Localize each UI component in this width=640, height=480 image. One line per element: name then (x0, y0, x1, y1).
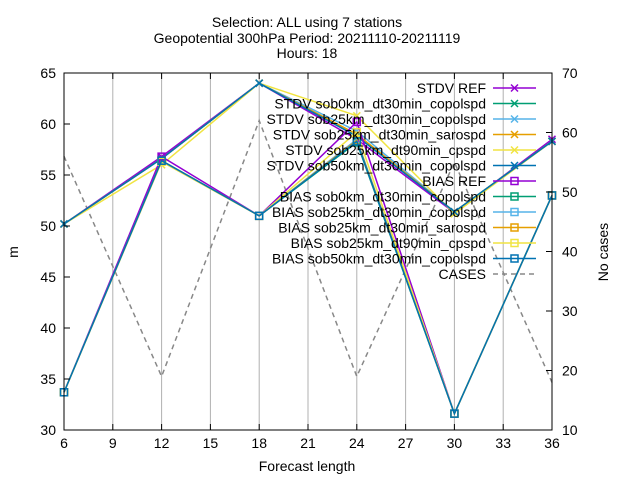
data-point-square-marker (352, 127, 362, 137)
data-point-square-marker (510, 176, 519, 186)
chart-title: Selection: ALL using 7 stations Geopoten… (154, 14, 461, 61)
x-tick-label: 30 (447, 435, 463, 451)
series-lines (59, 79, 557, 418)
series-line (63, 118, 553, 383)
legend-label: STDV sob25km_dt30min_sarospd (273, 127, 486, 143)
data-point-x-marker (510, 130, 519, 139)
legend-label: BIAS sob0km_dt30min_copolspd (280, 189, 486, 205)
series-line (63, 82, 553, 225)
legend-label: CASES (439, 266, 486, 282)
legend-label: BIAS sob25km_dt30min_copolspd (272, 204, 486, 220)
y-axis-label: m (5, 246, 21, 258)
legend-entry: STDV sob25km_dt30min_copolspd (267, 111, 536, 127)
data-point-x-marker (510, 99, 519, 108)
y2-tick-label: 60 (562, 125, 578, 141)
legend-entry: STDV REF (417, 80, 536, 96)
y-tick-label: 45 (40, 269, 56, 285)
legend-label: STDV sob25km_dt90min_cpspd (285, 142, 486, 158)
y-tick-label: 55 (40, 167, 56, 183)
x-tick-label: 33 (495, 435, 511, 451)
y2-tick-label: 50 (562, 184, 578, 200)
y2-tick-label: 10 (562, 422, 578, 438)
y2-tick-label: 40 (562, 244, 578, 260)
y-tick-label: 65 (40, 65, 56, 81)
series-line (63, 140, 553, 416)
x-tick-label: 36 (544, 435, 560, 451)
legend-entry: BIAS sob25km_dt30min_sarospd (278, 220, 536, 236)
x-tick-label: 6 (60, 435, 68, 451)
series-12 (63, 118, 553, 383)
x-tick-label: 21 (300, 435, 316, 451)
y2-tick-label: 30 (562, 303, 578, 319)
y2-tick-label: 20 (562, 363, 578, 379)
legend-entry: BIAS REF (422, 173, 536, 189)
chart-title-line-3: Hours: 18 (277, 45, 338, 61)
legend-label: STDV REF (417, 80, 486, 96)
data-point-square-marker (510, 223, 519, 232)
legend-entry: BIAS sob25km_dt30min_copolspd (272, 204, 536, 220)
data-point-square-marker (510, 207, 519, 217)
legend-label: STDV sob0km_dt30min_copolspd (274, 96, 486, 112)
x-axis-ticks: 6 9 12 15 18 21 24 27 30 33 36 (60, 73, 560, 451)
legend-label: STDV sob50km_dt30min_copolspd (267, 158, 486, 174)
legend-entry: STDV sob25km_dt30min_sarospd (273, 127, 536, 143)
x-tick-label: 18 (251, 435, 267, 451)
y2-axis-label: No cases (595, 223, 611, 281)
chart-title-line-2: Geopotential 300hPa Period: 20211110-202… (154, 30, 461, 46)
legend-label: BIAS sob25km_dt30min_sarospd (278, 220, 486, 236)
legend-entry: BIAS sob0km_dt30min_copolspd (280, 189, 536, 205)
x-tick-label: 24 (349, 435, 365, 451)
series-line (63, 82, 553, 225)
y2-tick-label: 70 (562, 65, 578, 81)
y-tick-label: 50 (40, 218, 56, 234)
data-point-x-marker (255, 79, 264, 88)
legend-entry: STDV sob50km_dt30min_copolspd (267, 158, 536, 174)
x-tick-label: 15 (203, 435, 219, 451)
y-tick-label: 40 (40, 320, 56, 336)
data-point-square-marker (254, 211, 264, 221)
legend-label: BIAS REF (422, 173, 486, 189)
data-point-square-marker (352, 137, 362, 146)
legend-entry: STDV sob0km_dt30min_copolspd (274, 96, 536, 112)
data-point-x-marker (510, 161, 519, 170)
data-point-x-marker (510, 114, 519, 124)
legend-label: STDV sob25km_dt30min_copolspd (267, 111, 486, 127)
data-point-square-marker (510, 192, 519, 201)
x-tick-label: 9 (109, 435, 117, 451)
legend-label: BIAS sob25km_dt90min_cpspd (291, 235, 486, 251)
data-point-square-marker (510, 238, 519, 248)
legend-entry: BIAS sob50km_dt30min_copolspd (272, 251, 536, 267)
y-tick-label: 35 (40, 371, 56, 387)
x-axis-label: Forecast length (259, 458, 356, 474)
cases-series (63, 118, 553, 383)
y-axis-ticks: 30 35 40 45 50 55 60 65 (40, 65, 70, 438)
y-tick-label: 60 (40, 116, 56, 132)
y2-axis-ticks: 10 20 30 40 50 60 70 (546, 65, 578, 438)
legend-entry: BIAS sob25km_dt90min_cpspd (291, 235, 536, 251)
chart-title-line-1: Selection: ALL using 7 stations (212, 14, 402, 30)
y-tick-label: 30 (40, 422, 56, 438)
data-point-square-marker (510, 254, 519, 263)
data-point-x-marker (510, 83, 519, 93)
legend-entry: STDV sob25km_dt90min_cpspd (285, 142, 536, 158)
data-point-square-marker (157, 156, 166, 165)
legend-entry: CASES (439, 266, 536, 282)
x-tick-label: 27 (398, 435, 414, 451)
data-point-x-marker (510, 145, 519, 155)
data-point-x-marker (450, 207, 459, 216)
data-point-square-marker (450, 409, 459, 418)
data-point-square-marker (352, 117, 362, 127)
legend-label: BIAS sob50km_dt30min_copolspd (272, 251, 486, 267)
data-point-x-marker (450, 209, 459, 218)
x-tick-label: 12 (154, 435, 170, 451)
